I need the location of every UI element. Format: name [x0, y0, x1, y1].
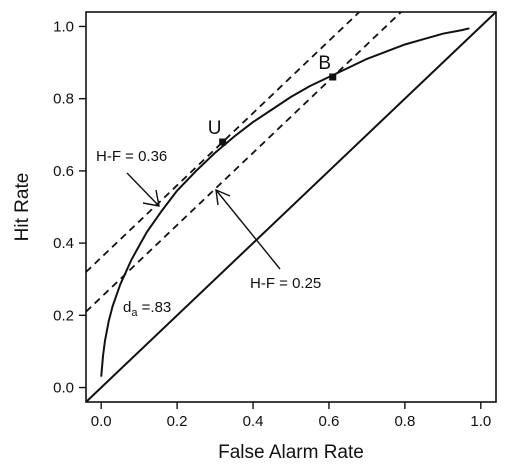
- x-tick-label: 0.2: [167, 413, 188, 430]
- hf-lower-arrow-shaft: [215, 189, 281, 270]
- hf-lower-label: H-F = 0.25: [250, 275, 321, 292]
- x-tick-label: 0.8: [394, 413, 415, 430]
- hf-025-isosensitivity-line: [85, 11, 402, 313]
- x-axis-title: False Alarm Rate: [218, 442, 364, 463]
- y-tick-label: 0.0: [53, 380, 74, 397]
- hf-lower-annotation: H-F = 0.25: [215, 188, 321, 292]
- hf-036-isosensitivity-line: [85, 11, 360, 273]
- points-layer: UB: [208, 53, 337, 146]
- da-value: =.83: [137, 299, 171, 316]
- hf-upper-label: H-F = 0.36: [96, 148, 167, 165]
- chance-diagonal: [85, 11, 497, 403]
- y-tick-label: 1.0: [53, 18, 74, 35]
- plot-frame: [85, 11, 497, 403]
- x-tick-label: 1.0: [470, 413, 491, 430]
- y-tick-label: 0.4: [53, 235, 74, 252]
- x-axis: 0.0 0.2 0.4 0.6 0.8 1.0: [91, 402, 491, 430]
- point-u-marker: [219, 138, 227, 146]
- hf-lower-arrow-head: [215, 188, 231, 206]
- hf-upper-arrow-shaft: [126, 172, 160, 207]
- x-tick-label: 0.0: [91, 413, 112, 430]
- point-b-label: B: [318, 53, 331, 74]
- y-axis: 0.0 0.2 0.4 0.6 0.8 1.0: [53, 18, 86, 397]
- point-u-label: U: [208, 118, 222, 139]
- y-tick-label: 0.6: [53, 163, 74, 180]
- series-layer: [85, 11, 497, 403]
- da-main: d: [123, 299, 131, 316]
- da-annotation: da =.83: [123, 299, 171, 319]
- roc-curve: [100, 27, 470, 377]
- point-b-marker: [329, 73, 337, 81]
- y-axis-title: Hit Rate: [12, 173, 33, 242]
- da-subscript: a: [131, 307, 138, 319]
- x-tick-label: 0.4: [243, 413, 264, 430]
- y-tick-label: 0.8: [53, 91, 74, 108]
- y-tick-label: 0.2: [53, 307, 74, 324]
- hf-upper-annotation: H-F = 0.36: [96, 148, 167, 207]
- x-tick-label: 0.6: [319, 413, 340, 430]
- hf-upper-arrow-head: [142, 189, 160, 207]
